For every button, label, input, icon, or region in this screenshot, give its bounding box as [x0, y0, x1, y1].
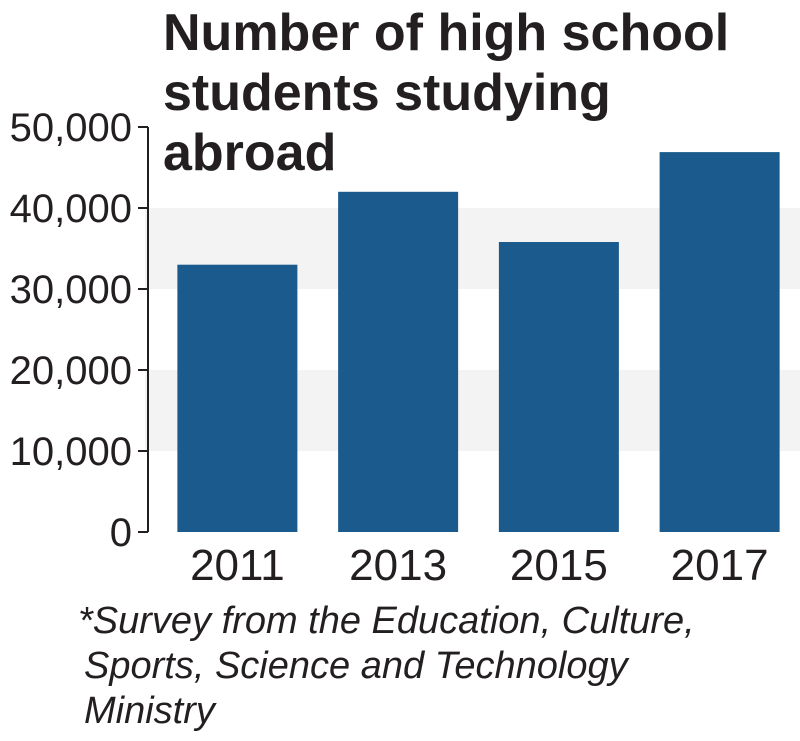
- y-tick-labels: 0 10,000 20,000 30,000 40,000 50,000: [10, 106, 132, 555]
- chart-title-line-1: Number of high school: [163, 4, 729, 62]
- source-note: *Survey from the Education, Culture, Spo…: [78, 600, 695, 732]
- source-note-line-2: Sports, Science and Technology: [84, 645, 630, 687]
- chart-title-line-3: abroad: [163, 124, 336, 182]
- y-tick-label-40000: 40,000: [10, 187, 132, 231]
- bar-series: [177, 152, 780, 533]
- y-tick-label-0: 0: [110, 511, 132, 555]
- chart-title-line-2: students studying: [163, 64, 611, 122]
- x-tick-label-2017: 2017: [671, 541, 769, 590]
- bar-2017: [659, 152, 780, 533]
- x-tick-label-2013: 2013: [349, 541, 447, 590]
- x-tick-labels: 2011 2013 2015 2017: [190, 541, 769, 590]
- y-tick-label-20000: 20,000: [10, 349, 132, 393]
- y-axis: [138, 126, 149, 533]
- x-tick-label-2011: 2011: [190, 541, 285, 590]
- y-tick-label-50000: 50,000: [10, 106, 132, 150]
- bar-2015: [498, 242, 619, 532]
- bar-2013: [338, 191, 459, 533]
- chart-title: Number of high school students studying …: [163, 4, 729, 182]
- bar-2011: [177, 264, 298, 532]
- y-tick-label-10000: 10,000: [10, 430, 132, 474]
- source-note-line-1: *Survey from the Education, Culture,: [78, 600, 695, 642]
- y-tick-label-30000: 30,000: [10, 268, 132, 312]
- source-note-line-3: Ministry: [84, 690, 217, 732]
- x-tick-label-2015: 2015: [510, 541, 608, 590]
